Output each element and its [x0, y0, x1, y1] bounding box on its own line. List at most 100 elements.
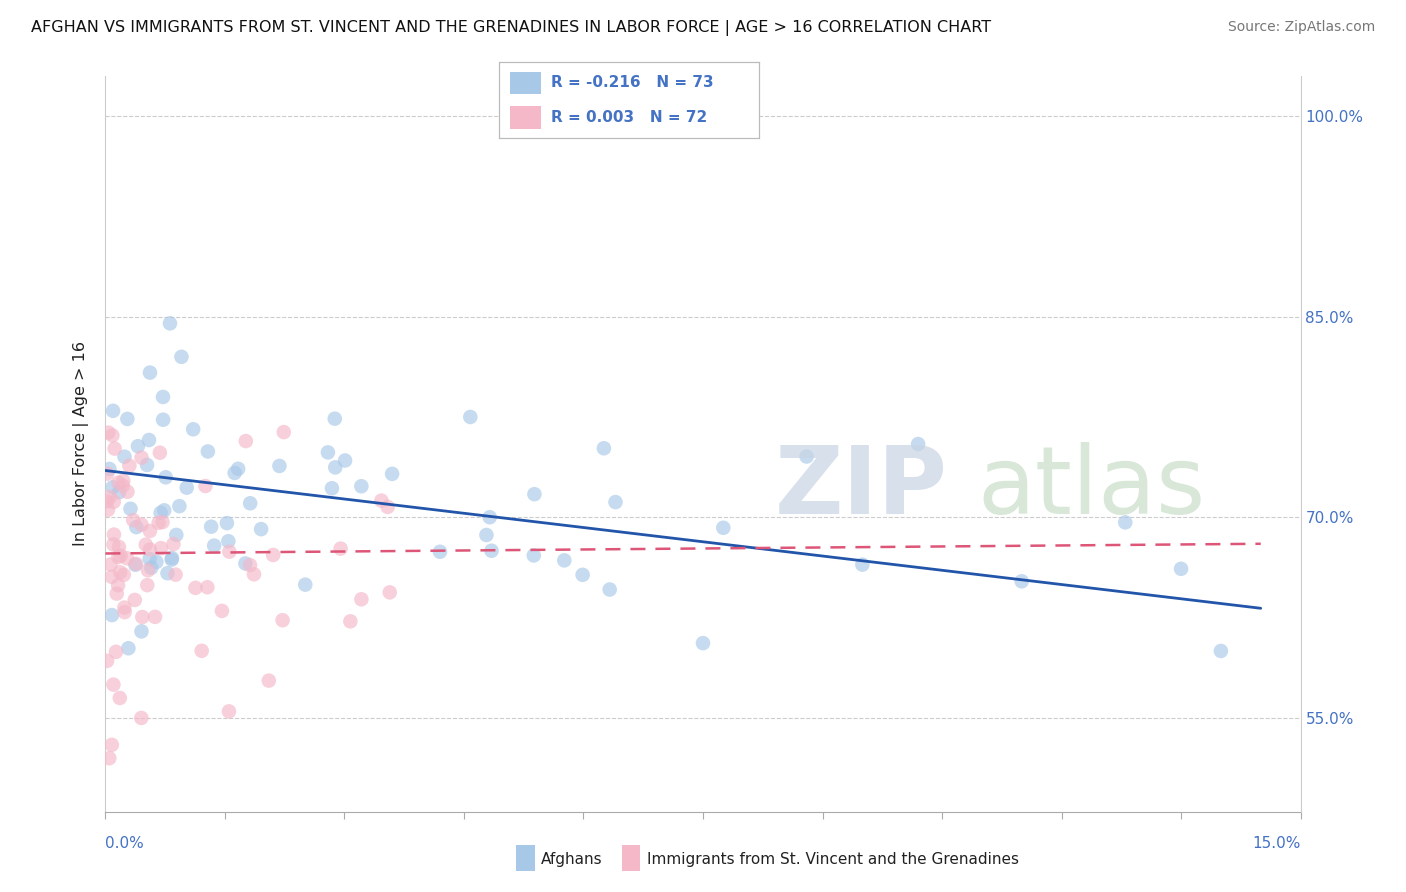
Point — [323, 460, 346, 475]
Point — [97, 502, 120, 516]
Point — [478, 510, 501, 524]
Point — [429, 545, 451, 559]
Point — [117, 484, 139, 499]
Point — [156, 566, 179, 581]
Point — [218, 544, 240, 558]
Point — [235, 434, 257, 448]
Point — [907, 437, 929, 451]
Point — [138, 552, 160, 566]
Point — [103, 527, 125, 541]
Point — [200, 519, 222, 533]
Point — [329, 541, 352, 556]
Point — [316, 445, 339, 459]
Point — [226, 462, 249, 476]
Point — [269, 458, 291, 473]
Point — [149, 506, 172, 520]
Point — [165, 567, 187, 582]
Point — [194, 479, 217, 493]
FancyBboxPatch shape — [509, 71, 541, 95]
Point — [98, 462, 121, 476]
Point — [150, 541, 173, 555]
Point — [112, 567, 135, 582]
Point — [136, 578, 159, 592]
Point — [160, 551, 183, 566]
Point — [250, 522, 273, 536]
Point — [273, 425, 295, 439]
Point — [96, 494, 118, 508]
Point — [107, 578, 129, 592]
Point — [114, 450, 136, 464]
Point — [152, 390, 174, 404]
Point — [211, 604, 233, 618]
Point — [202, 539, 225, 553]
Point — [145, 555, 167, 569]
Point — [711, 521, 734, 535]
Point — [262, 548, 284, 562]
Point — [323, 411, 346, 425]
Point — [271, 613, 294, 627]
Point — [110, 549, 132, 563]
Point — [117, 641, 139, 656]
Point — [111, 479, 134, 493]
Point — [152, 515, 174, 529]
Point — [257, 673, 280, 688]
Text: R = -0.216   N = 73: R = -0.216 N = 73 — [551, 76, 714, 90]
Point — [605, 495, 627, 509]
Point — [195, 580, 218, 594]
Text: 0.0%: 0.0% — [105, 836, 145, 851]
Point — [115, 551, 138, 566]
Point — [124, 558, 146, 572]
Point — [139, 366, 162, 380]
Point — [108, 540, 131, 554]
Point — [481, 543, 503, 558]
Text: Source: ZipAtlas.com: Source: ZipAtlas.com — [1227, 20, 1375, 34]
Point — [131, 450, 153, 465]
Point — [112, 600, 135, 615]
Point — [96, 467, 118, 481]
Point — [120, 501, 142, 516]
Point — [165, 528, 187, 542]
Point — [243, 567, 266, 582]
Point — [100, 558, 122, 572]
Point — [108, 566, 131, 580]
Point — [1209, 644, 1232, 658]
Point — [475, 528, 498, 542]
Point — [155, 470, 177, 484]
Point — [131, 517, 153, 532]
Text: AFGHAN VS IMMIGRANTS FROM ST. VINCENT AND THE GRENADINES IN LABOR FORCE | AGE > : AFGHAN VS IMMIGRANTS FROM ST. VINCENT AN… — [31, 20, 991, 36]
Point — [114, 605, 136, 619]
Point — [593, 442, 616, 456]
Point — [377, 500, 399, 514]
Point — [103, 495, 125, 509]
Point — [141, 560, 163, 574]
Point — [98, 751, 121, 765]
Y-axis label: In Labor Force | Age > 16: In Labor Force | Age > 16 — [73, 342, 90, 546]
Point — [117, 412, 139, 426]
Point — [370, 493, 392, 508]
Point — [218, 705, 240, 719]
FancyBboxPatch shape — [509, 106, 541, 129]
Point — [523, 487, 546, 501]
Point — [333, 453, 356, 467]
Point — [796, 450, 818, 464]
Point — [170, 350, 193, 364]
Text: R = 0.003   N = 72: R = 0.003 N = 72 — [551, 111, 707, 125]
Point — [1170, 562, 1192, 576]
Text: atlas: atlas — [979, 442, 1206, 534]
Point — [160, 552, 183, 566]
Point — [96, 654, 118, 668]
Point — [139, 524, 162, 538]
Point — [97, 425, 120, 440]
Point — [152, 413, 174, 427]
Point — [217, 534, 239, 549]
Text: 15.0%: 15.0% — [1253, 836, 1301, 851]
Point — [1114, 516, 1136, 530]
Point — [153, 503, 176, 517]
Point — [112, 474, 135, 488]
Point — [105, 645, 128, 659]
Point — [101, 428, 124, 442]
Point — [136, 563, 159, 577]
Point — [131, 610, 153, 624]
Point — [101, 480, 124, 494]
Point — [125, 557, 148, 571]
